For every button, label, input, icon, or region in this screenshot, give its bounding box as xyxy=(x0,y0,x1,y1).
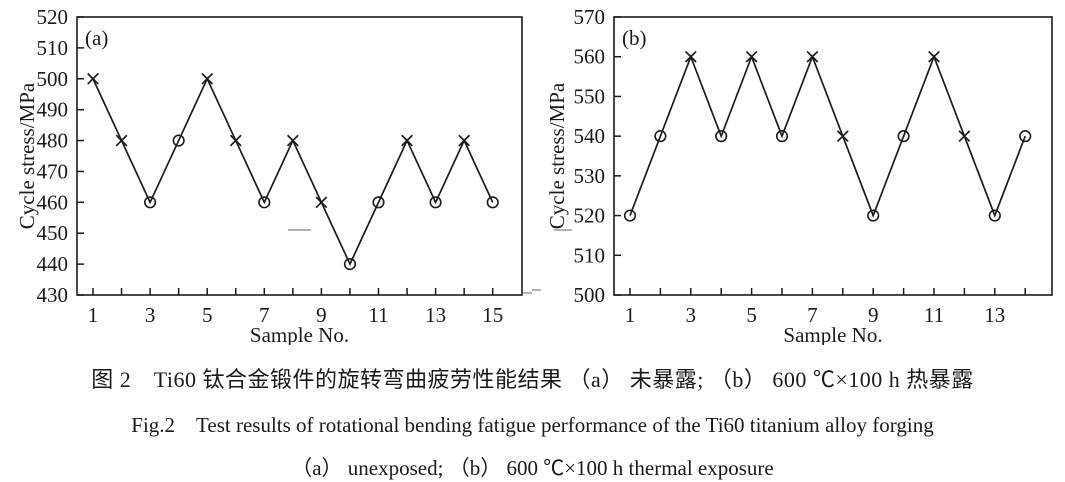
marker-circle xyxy=(897,130,910,143)
marker-circle xyxy=(144,196,157,209)
y-axis: 430 440 450 460 470 480 490 500 510 520 xyxy=(37,5,84,307)
x-tick-label: 15 xyxy=(482,303,503,327)
marker-x xyxy=(115,134,128,147)
y-axis-title: Cycle stress/MPa xyxy=(545,82,569,229)
y-tick-label: 530 xyxy=(574,164,606,188)
x-axis-title: Sample No. xyxy=(783,323,882,345)
marker-circle xyxy=(486,196,499,209)
marker-x xyxy=(458,134,471,147)
panel-label: (a) xyxy=(85,26,108,50)
x-axis: 1 3 5 7 9 11 13 xyxy=(625,288,1026,327)
marker-x xyxy=(684,50,697,63)
y-tick-label: 560 xyxy=(574,45,606,69)
x-tick-label: 13 xyxy=(425,303,446,327)
y-tick-label: 520 xyxy=(574,204,606,228)
marker-circle xyxy=(343,258,357,271)
plot-frame xyxy=(76,16,523,296)
panel-label: (b) xyxy=(622,26,647,50)
marker-x xyxy=(87,72,99,85)
x-tick-label: 5 xyxy=(746,303,757,327)
x-tick-label: 5 xyxy=(202,303,213,327)
y-axis: 500 510 520 530 540 550 560 570 xyxy=(574,5,621,307)
marker-circle xyxy=(1019,130,1032,143)
x-tick-label: 9 xyxy=(316,303,327,327)
caption-chinese: 图 2 Ti60 钛合金锻件的旋转弯曲疲劳性能结果 （a） 未暴露; （b） 6… xyxy=(91,367,974,392)
x-tick-label: 3 xyxy=(145,303,156,327)
marker-x xyxy=(201,72,214,85)
y-tick-label: 460 xyxy=(37,190,69,214)
marker-x xyxy=(286,134,299,147)
x-tick-label: 9 xyxy=(868,303,879,327)
chart-panel-a: 430 440 450 460 470 480 490 500 510 520 1 3 5 7 9 11 13 1… xyxy=(0,0,532,345)
y-tick-label: 470 xyxy=(37,159,69,183)
marker-x xyxy=(401,134,413,147)
marker-circle xyxy=(867,209,880,222)
y-tick-label: 450 xyxy=(37,221,69,245)
marker-x xyxy=(229,134,242,147)
y-tick-label: 440 xyxy=(37,252,69,276)
y-tick-label: 520 xyxy=(37,5,69,29)
y-tick-label: 550 xyxy=(574,84,606,108)
x-tick-label: 1 xyxy=(625,303,636,327)
caption-english-line-2: （a） unexposed; （b） 600 ℃×100 h thermal e… xyxy=(291,456,774,480)
marker-circle xyxy=(623,209,637,222)
y-axis-title: Cycle stress/MPa xyxy=(15,82,39,229)
y-tick-label: 480 xyxy=(37,129,69,153)
y-tick-label: 510 xyxy=(37,36,69,60)
charts-row: 430 440 450 460 470 480 490 500 510 520 1 3 5 7 9 11 13 1… xyxy=(0,0,1064,345)
marker-circle xyxy=(258,196,271,209)
y-tick-label: 490 xyxy=(37,98,69,122)
x-tick-label: 7 xyxy=(259,303,270,327)
marker-x xyxy=(928,50,940,63)
y-tick-label: 500 xyxy=(574,283,606,307)
x-tick-label: 7 xyxy=(807,303,818,327)
marker-x xyxy=(836,130,849,143)
data-markers xyxy=(87,72,499,271)
y-tick-label: 430 xyxy=(37,283,69,307)
marker-circle xyxy=(775,130,789,143)
marker-circle xyxy=(429,196,442,209)
y-tick-label: 540 xyxy=(574,124,606,148)
data-markers xyxy=(623,50,1032,222)
marker-x xyxy=(745,50,758,63)
marker-circle xyxy=(654,130,667,143)
caption-english-line-1: Fig.2 Test results of rotational bending… xyxy=(131,413,934,437)
plot-frame xyxy=(613,16,1053,296)
chart-panel-b: 500 510 520 530 540 550 560 570 1 3 5 7 9 11 13 Cycle s… xyxy=(532,0,1064,345)
y-tick-label: 510 xyxy=(574,243,606,267)
marker-x xyxy=(315,196,328,209)
marker-circle xyxy=(372,196,385,209)
x-tick-label: 13 xyxy=(984,303,1005,327)
marker-x xyxy=(958,130,971,143)
x-tick-label: 11 xyxy=(924,303,944,327)
marker-circle xyxy=(715,130,728,143)
marker-x xyxy=(806,50,819,63)
marker-circle xyxy=(988,209,1001,222)
x-tick-label: 3 xyxy=(686,303,697,327)
x-axis-title: Sample No. xyxy=(250,323,349,345)
y-tick-label: 500 xyxy=(37,67,69,91)
y-tick-label: 570 xyxy=(574,5,606,29)
x-axis: 1 3 5 7 9 11 13 15 xyxy=(88,288,503,327)
x-tick-label: 1 xyxy=(88,303,99,327)
data-line xyxy=(629,54,1026,218)
data-line xyxy=(92,76,494,267)
x-tick-label: 11 xyxy=(368,303,388,327)
marker-circle xyxy=(172,134,185,147)
